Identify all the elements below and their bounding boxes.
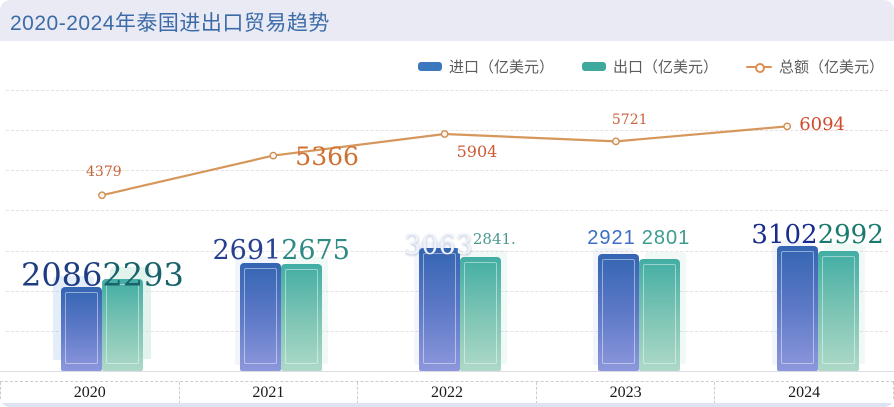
- legend-item-label: 总额（亿美元）: [778, 59, 884, 76]
- x-axis-label-2023: 2023: [535, 382, 715, 404]
- import-bar-2024[interactable]: [776, 246, 818, 371]
- value-labels-2020: 2086 2293: [21, 259, 184, 291]
- value-labels-2021: 2691 2675: [212, 237, 349, 264]
- export-value-label: 2801: [641, 226, 691, 249]
- legend: 进口（亿美元） 出口（亿美元） 总额（亿美元）: [417, 56, 884, 77]
- legend-item-label: 进口（亿美元）: [448, 59, 554, 76]
- import-legend-swatch-icon: [417, 62, 442, 71]
- x-axis: 2020 2021 2022 2023 2024: [0, 381, 894, 405]
- import-value-label: 3063: [404, 230, 473, 262]
- export-bar-2022[interactable]: [460, 256, 501, 371]
- legend-item-total[interactable]: 总额（亿美元）: [745, 56, 884, 77]
- export-value-label: 2841.: [472, 230, 516, 249]
- export-value-label: 2293: [102, 256, 184, 295]
- value-labels-2023: 2921 2801: [587, 228, 690, 248]
- gridline: [6, 170, 888, 172]
- gridline: [6, 210, 888, 212]
- export-bar-2024[interactable]: [817, 250, 859, 371]
- value-labels-2024: 3102 2992: [751, 222, 883, 248]
- import-value-label: 2921: [587, 226, 636, 249]
- import-bar-2023[interactable]: [597, 253, 639, 371]
- export-bar-2020[interactable]: [102, 278, 144, 371]
- total-line-legend-icon: [745, 62, 772, 73]
- gridline: [6, 90, 888, 91]
- total-point-2022[interactable]: [440, 130, 449, 138]
- total-value-label: 6094: [799, 114, 845, 136]
- total-value-label: 5904: [456, 141, 498, 161]
- total-point-2020[interactable]: [98, 191, 106, 200]
- legend-item-imports[interactable]: 进口（亿美元）: [417, 56, 554, 77]
- import-bar-2021[interactable]: [240, 262, 282, 371]
- chart-title: 2020-2024年泰国进出口贸易趋势: [10, 12, 330, 35]
- import-bar-2020[interactable]: [61, 287, 103, 371]
- export-value-label: 2992: [817, 220, 884, 251]
- x-axis-label-2024: 2024: [714, 382, 894, 404]
- title-band: 2020-2024年泰国进出口贸易趋势: [0, 0, 894, 41]
- legend-item-exports[interactable]: 出口（亿美元）: [581, 56, 718, 77]
- export-bar-2023[interactable]: [638, 258, 680, 371]
- total-value-label: 5721: [611, 112, 648, 129]
- total-value-label: 4379: [86, 164, 122, 181]
- value-labels-2022: 3063 2841.: [404, 230, 516, 262]
- x-axis-line: [0, 371, 894, 372]
- export-legend-swatch-icon: [581, 62, 606, 71]
- x-axis-label-2022: 2022: [357, 382, 536, 404]
- legend-item-label: 出口（亿美元）: [612, 59, 718, 76]
- x-axis-label-2020: 2020: [0, 382, 179, 404]
- bottom-accent-strip: [0, 403, 894, 407]
- import-value-label: 3102: [751, 220, 818, 251]
- total-point-2023[interactable]: [612, 137, 620, 146]
- import-value-label: 2691: [212, 234, 282, 266]
- total-point-2021[interactable]: [269, 151, 278, 160]
- total-point-2024[interactable]: [783, 122, 792, 131]
- import-value-label: 2086: [20, 256, 103, 295]
- export-value-label: 2675: [281, 234, 350, 266]
- import-bar-2022[interactable]: [419, 248, 460, 371]
- export-bar-2021[interactable]: [281, 263, 323, 371]
- total-value-label: 5366: [295, 141, 359, 171]
- x-axis-label-2021: 2021: [178, 382, 358, 404]
